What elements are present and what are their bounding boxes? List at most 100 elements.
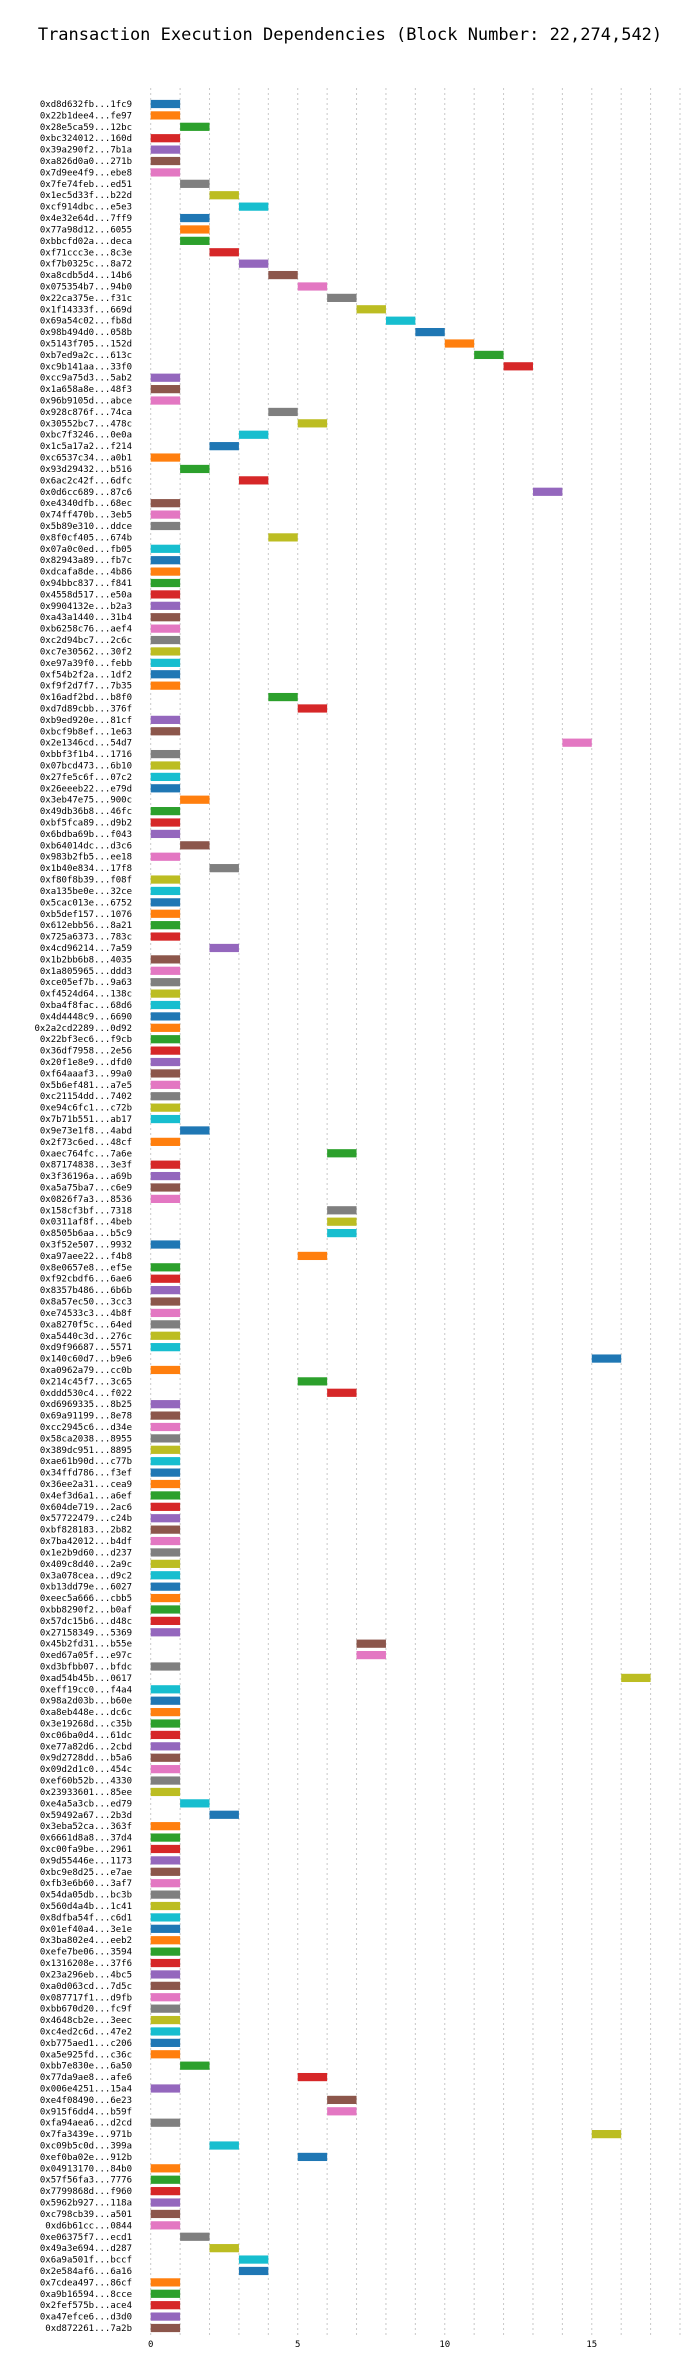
x-tick-label: 10 — [439, 2340, 450, 2350]
transaction-bar — [238, 259, 269, 268]
y-tick-label: 0x7fe74feb...ed51 — [40, 180, 132, 190]
transaction-bar — [150, 1582, 181, 1591]
y-tick-label: 0xbc324012...160d — [40, 134, 132, 144]
transaction-bar — [180, 841, 210, 850]
y-tick-label: 0xef0ba02e...912b — [40, 2153, 132, 2163]
transaction-bar — [150, 955, 181, 964]
transaction-bar — [150, 921, 181, 930]
x-tick-label: 0 — [148, 2340, 153, 2350]
y-tick-label: 0xcc9a75d3...5ab2 — [40, 374, 132, 384]
transaction-bar — [180, 236, 210, 245]
transaction-bar — [356, 1639, 386, 1648]
transaction-bar — [268, 407, 298, 417]
transaction-bar — [150, 2278, 181, 2287]
transaction-bar — [150, 1468, 181, 1477]
transaction-bar — [150, 2289, 181, 2298]
transaction-bar — [238, 2255, 269, 2264]
transaction-bar — [150, 134, 181, 143]
y-tick-label: 0xae61b90d...c77b — [40, 1457, 132, 1467]
y-tick-label: 0xe74533c3...4b8f — [40, 1309, 132, 1319]
transaction-bar — [150, 2084, 181, 2093]
transaction-bar — [150, 1491, 181, 1500]
y-tick-label: 0x20f1e8e9...dfd0 — [40, 1058, 132, 1068]
y-tick-label: 0xe94c6fc1...c72b — [40, 1104, 132, 1114]
y-tick-label: 0x725a6373...783c — [40, 933, 132, 943]
y-tick-label: 0x1c5a17a2...f214 — [40, 442, 132, 452]
transaction-bar — [444, 339, 475, 348]
transaction-bar — [209, 864, 239, 873]
transaction-bar — [150, 1548, 181, 1557]
transaction-bar — [150, 1514, 181, 1523]
y-tick-label: 0xc06ba0d4...61dc — [40, 1731, 132, 1741]
y-tick-label: 0xb6258c76...aef4 — [40, 625, 132, 635]
transaction-bar — [327, 1388, 357, 1397]
chart-title: Transaction Execution Dependencies (Bloc… — [38, 25, 662, 45]
y-tick-label: 0xbbf3f1b4...1716 — [40, 750, 132, 760]
y-tick-label: 0x09d2d1c0...454c — [40, 1765, 132, 1775]
transaction-bar — [150, 1616, 181, 1625]
y-tick-label: 0xcf914dbc...e5e3 — [40, 203, 132, 213]
transaction-bar — [150, 852, 181, 861]
y-tick-label: 0xc00fa9be...2961 — [40, 1845, 132, 1855]
y-tick-label: 0x77a98d12...6055 — [40, 225, 132, 235]
y-tick-label: 0x07a0c0ed...fb05 — [40, 545, 132, 555]
transaction-bar — [150, 1069, 181, 1078]
transaction-bar — [297, 2072, 328, 2082]
y-tick-label: 0xd9f96687...5571 — [40, 1343, 132, 1353]
y-tick-label: 0xf4524d64...138c — [40, 990, 132, 1000]
transaction-bar — [150, 829, 181, 839]
y-tick-label: 0x5cac013e...6752 — [40, 898, 132, 908]
y-tick-label: 0x2f73c6ed...48cf — [40, 1138, 132, 1148]
transaction-bar — [150, 2050, 181, 2059]
y-tick-label: 0x8dfba54f...c6d1 — [40, 1913, 132, 1923]
y-tick-label: 0xc6537c34...a0b1 — [40, 454, 132, 464]
y-tick-label: 0xa0d063cd...7d5c — [40, 1982, 132, 1992]
y-tick-label: 0x82943a89...fb7c — [40, 556, 132, 566]
y-tick-label: 0x2fef575b...ace4 — [40, 2301, 132, 2311]
transaction-bar — [150, 1422, 181, 1432]
transaction-bar — [150, 1023, 181, 1032]
y-tick-label: 0xbb7e830e...6a50 — [40, 2062, 132, 2072]
y-tick-label: 0xd872261...7a2b — [45, 2324, 132, 2334]
y-tick-label: 0x1ec5d33f...b22d — [40, 191, 132, 201]
y-tick-label: 0xf54b2f2a...1df2 — [40, 670, 132, 680]
transaction-bar — [150, 784, 181, 793]
transaction-bar — [385, 316, 416, 325]
transaction-bar — [150, 909, 181, 918]
transaction-bar — [150, 499, 181, 508]
transaction-bar — [180, 464, 210, 474]
transaction-bar — [150, 670, 181, 679]
transaction-bar — [591, 2130, 622, 2139]
x-tick-label: 15 — [586, 2340, 597, 2350]
y-tick-label: 0xe06375f7...ecd1 — [40, 2233, 132, 2243]
transaction-bar — [150, 635, 181, 645]
y-tick-label: 0x560d4a4b...1c41 — [40, 1902, 132, 1912]
y-tick-label: 0xd6b61cc...0844 — [45, 2221, 132, 2231]
transaction-bar — [150, 1833, 181, 1842]
transaction-bar — [150, 156, 181, 166]
y-tick-label: 0x57dc15b6...d48c — [40, 1617, 132, 1627]
transaction-bar — [150, 875, 181, 884]
y-tick-label: 0x34ffd786...f3ef — [40, 1469, 132, 1479]
y-tick-label: 0x7ba42012...b4df — [40, 1537, 132, 1547]
y-tick-label: 0xeff19cc0...f4a4 — [40, 1685, 132, 1695]
y-tick-label: 0xddd530c4...f022 — [40, 1389, 132, 1399]
transaction-bar — [150, 647, 181, 656]
y-tick-label: 0x27158349...5369 — [40, 1628, 132, 1638]
transaction-bar — [150, 1536, 181, 1546]
y-tick-label: 0x8357b486...6b6b — [40, 1286, 132, 1296]
y-tick-label: 0x22b1dee4...fe97 — [40, 111, 132, 121]
transaction-bar — [150, 1605, 181, 1614]
y-tick-label: 0x075354b7...94b0 — [40, 282, 132, 292]
transaction-bar — [180, 225, 210, 234]
transaction-bar — [150, 1662, 181, 1671]
grid-lines — [150, 88, 681, 2338]
transaction-bar — [591, 1354, 622, 1363]
y-tick-label: 0x94bbc837...f841 — [40, 579, 132, 589]
y-tick-label: 0x36df7958...2e56 — [40, 1047, 132, 1057]
y-tick-label: 0xa135be0e...32ce — [40, 887, 132, 897]
transaction-bar — [150, 168, 181, 177]
transaction-bar — [150, 1787, 181, 1797]
y-tick-label: 0xd3bfbb07...bfdc — [40, 1663, 132, 1673]
transaction-bar — [150, 1331, 181, 1340]
